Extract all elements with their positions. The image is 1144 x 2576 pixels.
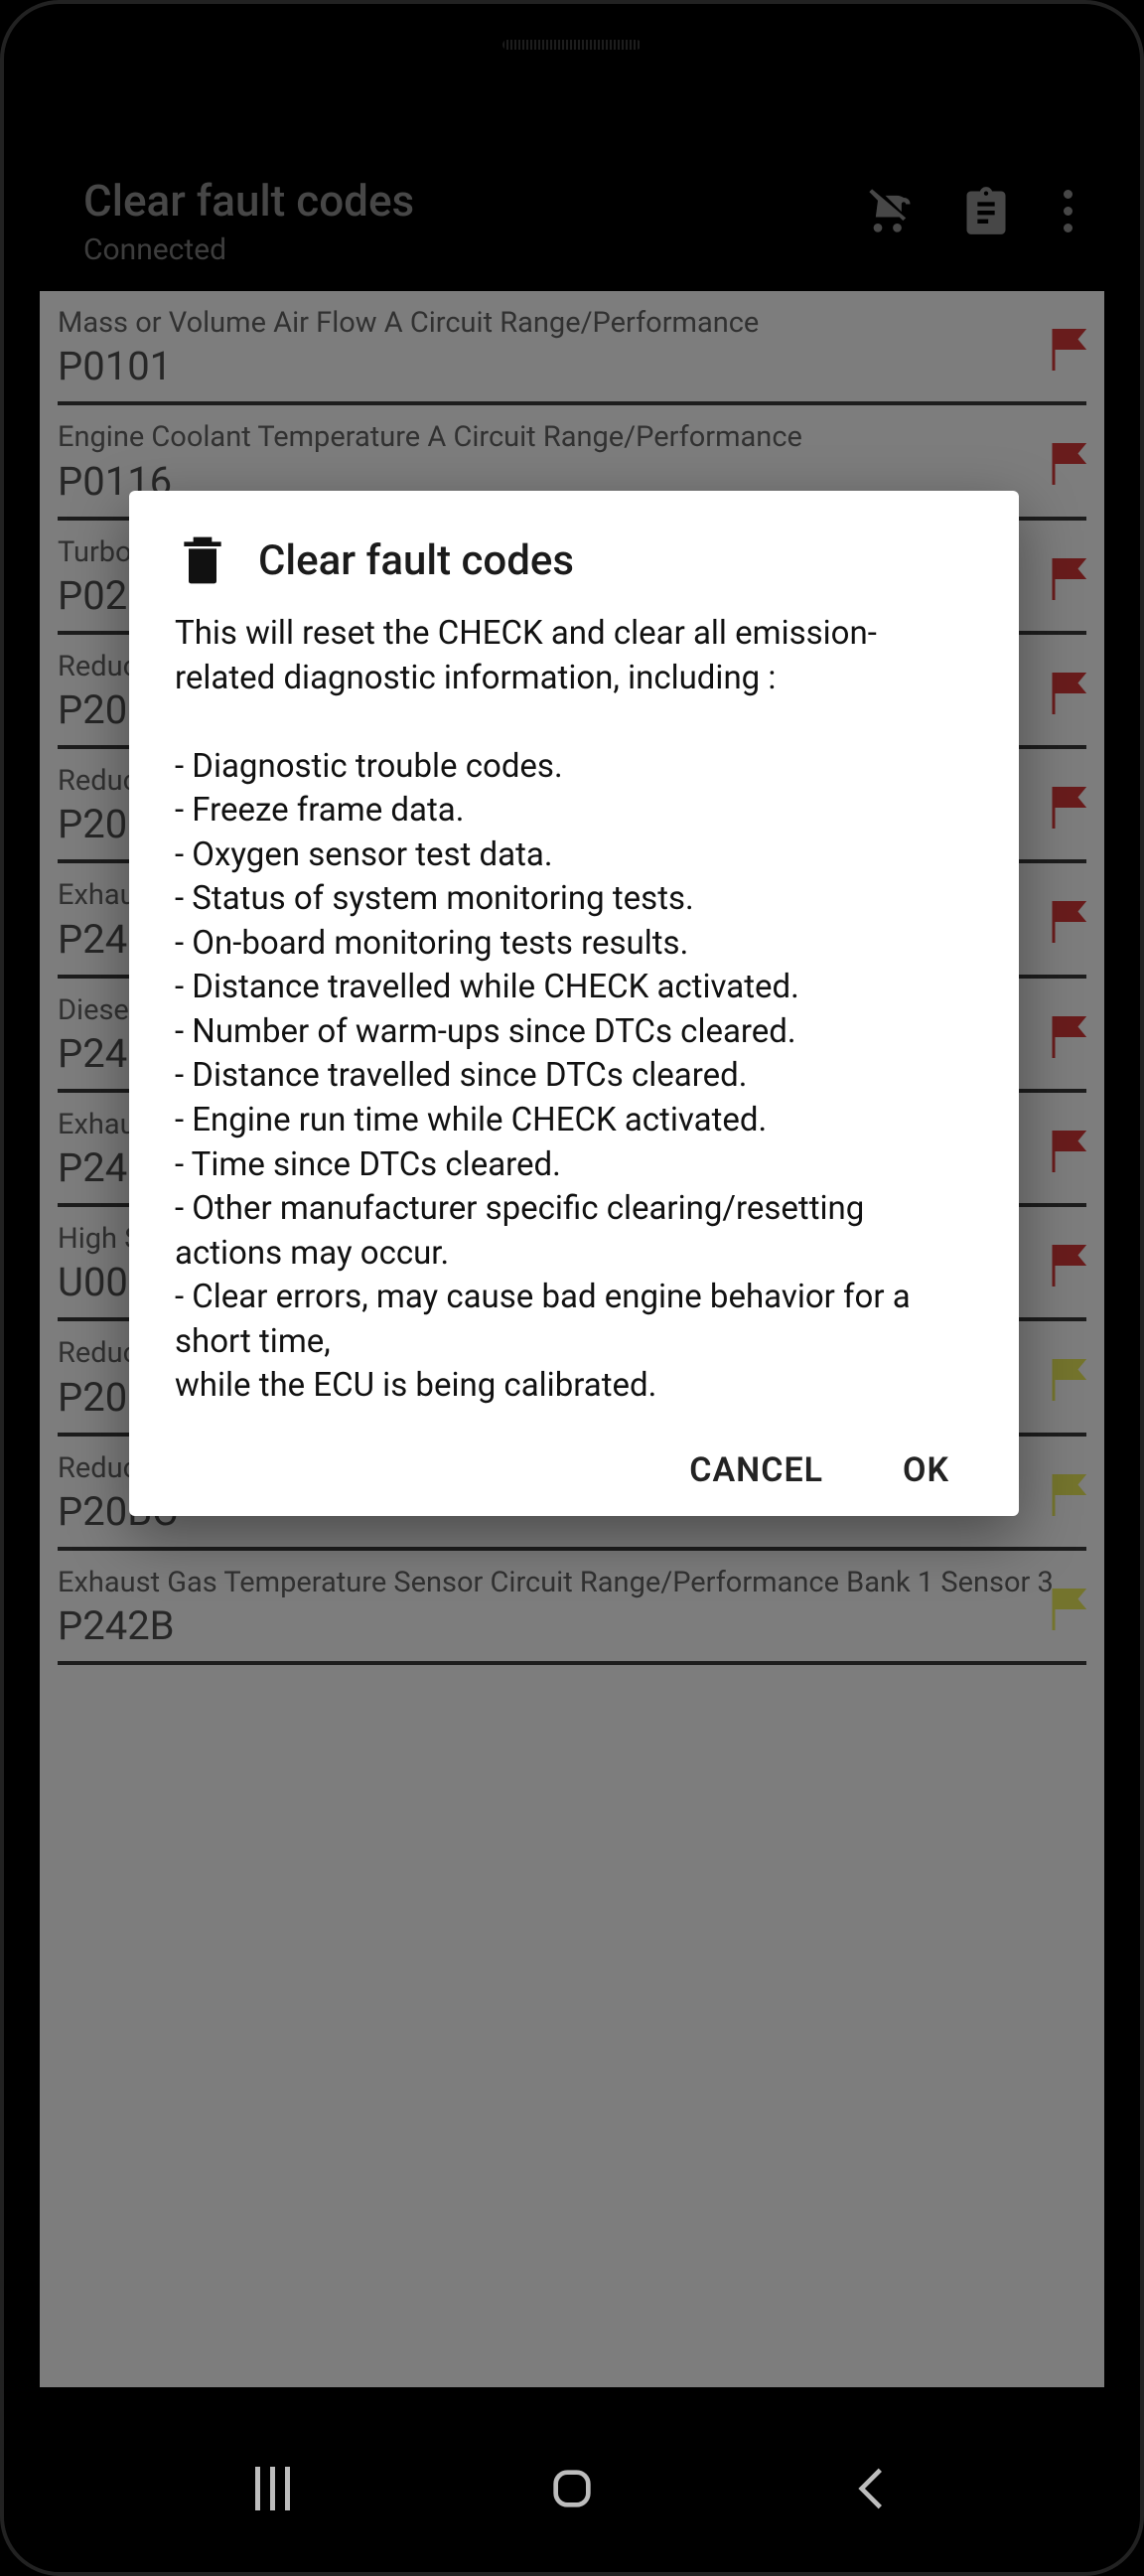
android-nav-bar	[4, 2429, 1140, 2548]
phone-frame: Clear fault codes Connected Mass or Volu…	[0, 0, 1144, 2576]
dialog-actions: CANCEL OK	[175, 1450, 973, 1490]
dialog-body: This will reset the CHECK and clear all …	[175, 612, 973, 1409]
dialog-title: Clear fault codes	[258, 536, 574, 585]
recent-apps-button[interactable]	[241, 2457, 305, 2520]
trash-icon	[175, 532, 230, 588]
home-button[interactable]	[540, 2457, 604, 2520]
cancel-button[interactable]: CANCEL	[689, 1450, 823, 1490]
ok-button[interactable]: OK	[903, 1450, 949, 1490]
clear-codes-dialog: Clear fault codes This will reset the CH…	[129, 491, 1019, 1516]
dialog-header: Clear fault codes	[175, 532, 973, 588]
back-button[interactable]	[839, 2457, 903, 2520]
